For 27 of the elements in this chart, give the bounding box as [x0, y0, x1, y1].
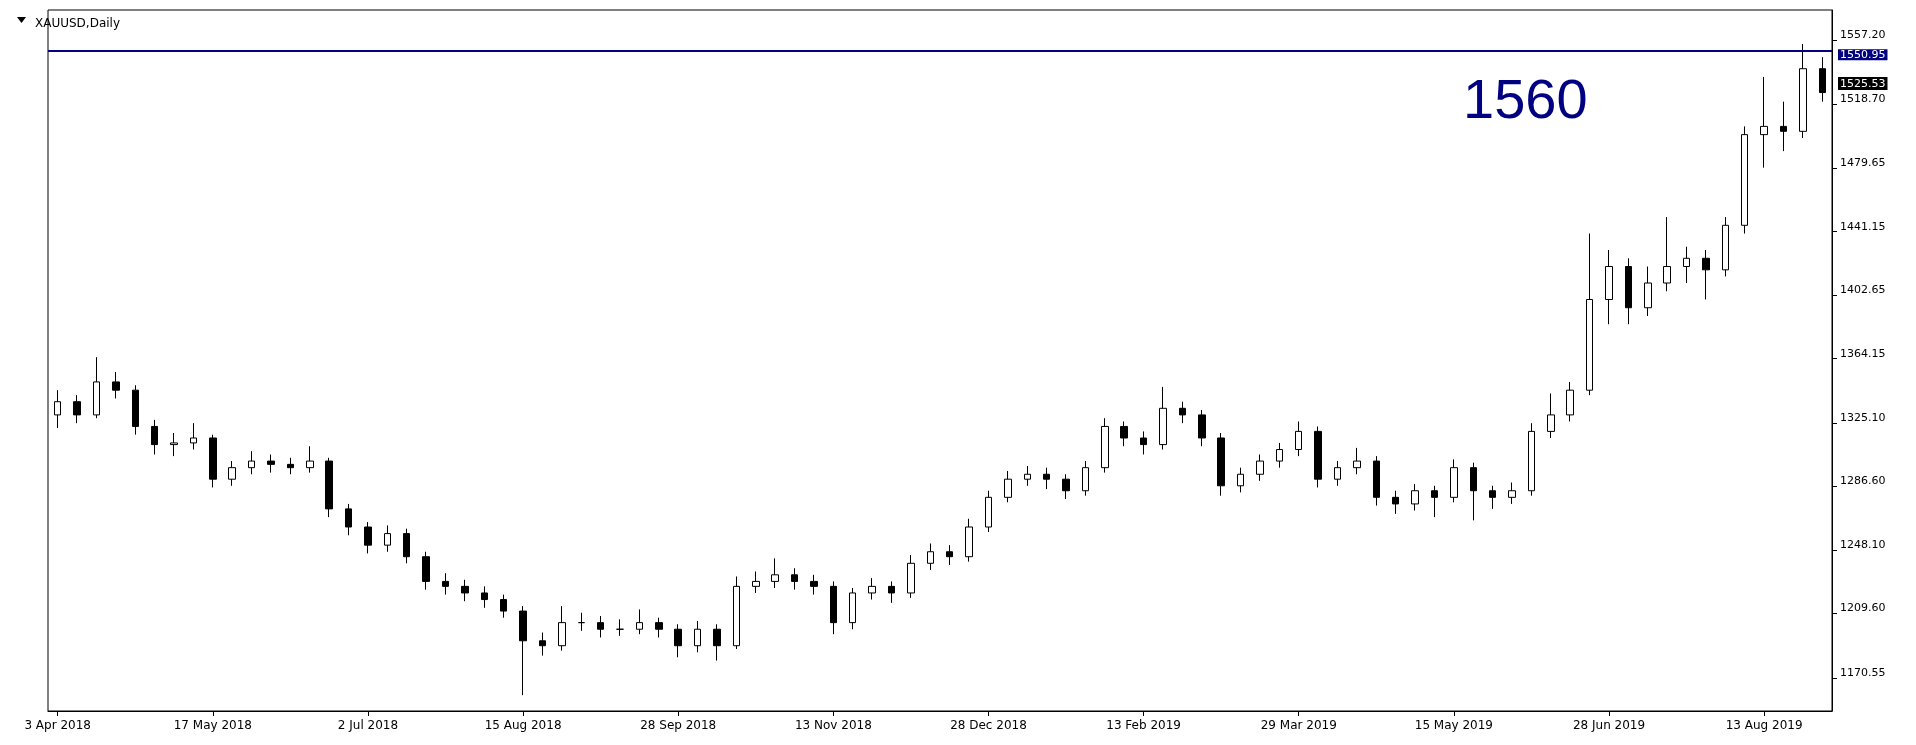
- text: 1525.53: [1840, 77, 1886, 90]
- y-tick-label: 1170.55: [1840, 665, 1886, 679]
- x-tick-label: 2 Jul 2018: [337, 718, 399, 732]
- y-tick-label: 1441.15: [1840, 219, 1886, 233]
- x-tick-label: 13 Aug 2019: [1725, 718, 1803, 732]
- y-tick-label: 1209.60: [1840, 601, 1886, 615]
- y-tick-label: 1402.65: [1840, 283, 1886, 297]
- y-tick-label: 1286.60: [1840, 474, 1886, 488]
- x-tick-label: 15 May 2019: [1414, 718, 1493, 732]
- x-tick-label: 28 Sep 2018: [640, 718, 717, 732]
- x-tick-label: 13 Feb 2019: [1106, 718, 1181, 732]
- x-tick-label: 28 Dec 2018: [950, 718, 1027, 732]
- y-tick-label: 1248.10: [1840, 537, 1886, 551]
- ref-line-label: 1550.95: [1840, 48, 1886, 62]
- x-tick-label: 28 Jun 2019: [1572, 718, 1646, 732]
- y-tick-label: 1364.15: [1840, 346, 1886, 360]
- y-tick-label: 1479.65: [1840, 156, 1886, 170]
- x-tick-label: 15 Aug 2018: [484, 718, 562, 732]
- x-tick-label: 29 Mar 2019: [1260, 718, 1337, 732]
- x-tick-label: 3 Apr 2018: [24, 718, 91, 732]
- text: XAUUSD,Daily: [35, 16, 121, 30]
- y-tick-label: 1325.10: [1840, 410, 1886, 424]
- y-tick-label: 1557.20: [1840, 28, 1886, 42]
- x-tick-label: 13 Nov 2018: [794, 718, 872, 732]
- y-tick-label: 1518.70: [1840, 91, 1886, 105]
- annotation: 1560: [1463, 66, 1588, 130]
- x-tick-label: 17 May 2018: [173, 718, 252, 732]
